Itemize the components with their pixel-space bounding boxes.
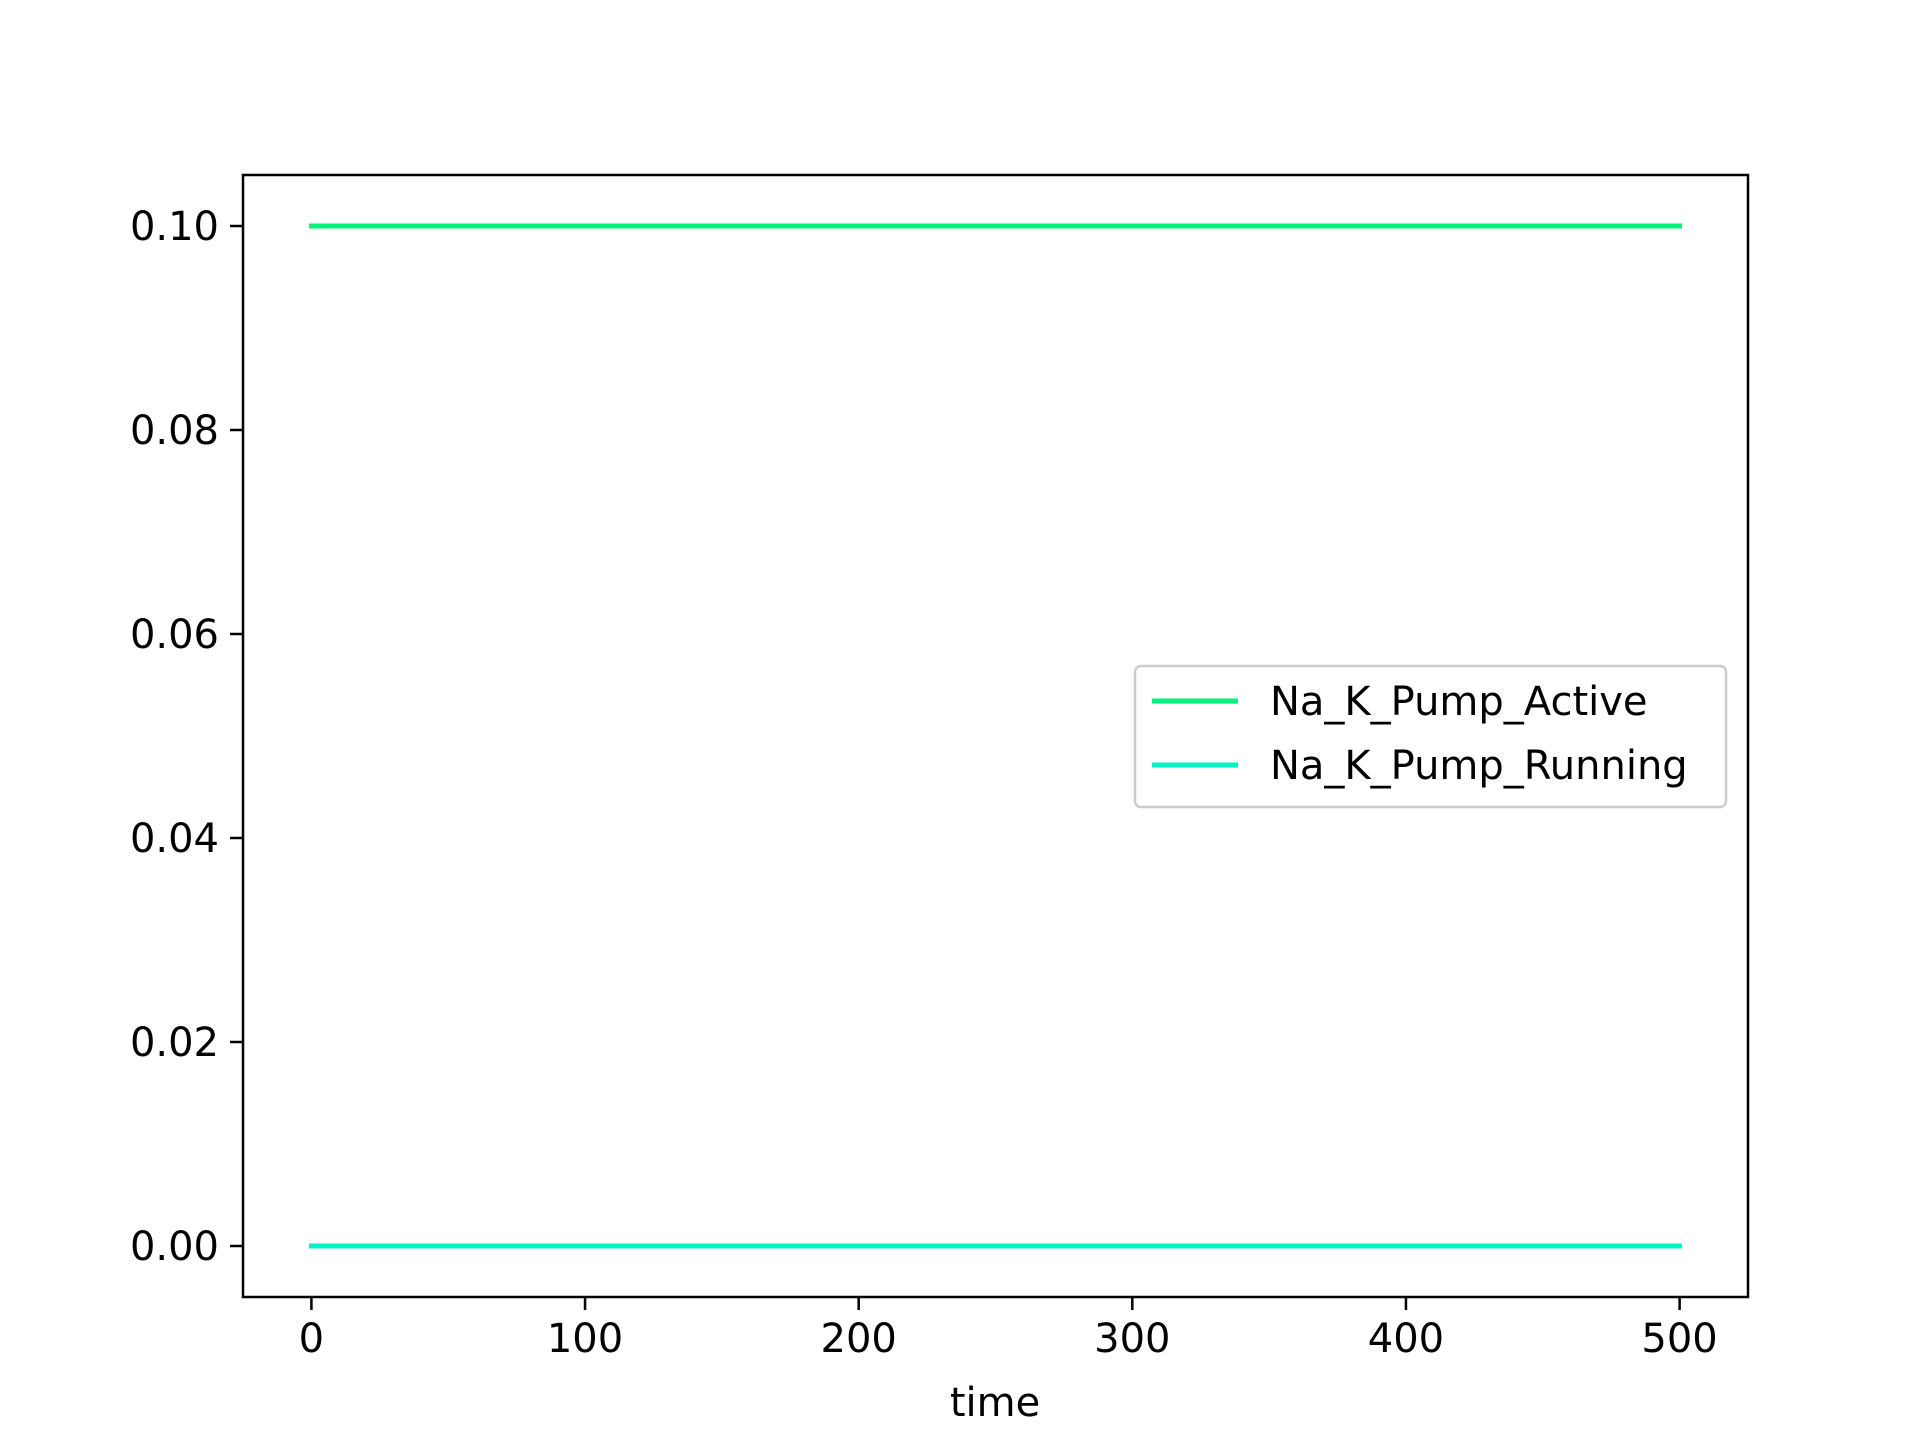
y-tick-label: 0.02 [130, 1020, 219, 1066]
y-tick-label: 0.00 [130, 1224, 219, 1270]
y-tick-label: 0.10 [130, 204, 219, 250]
plot-area-frame [241, 173, 1750, 1299]
x-axis: 0 100 200 300 400 500 [299, 1297, 1718, 1362]
legend-label-1: Na_K_Pump_Active [1270, 679, 1648, 725]
x-tick-label: 400 [1368, 1316, 1444, 1362]
legend: Na_K_Pump_Active Na_K_Pump_Running [1133, 664, 1728, 809]
legend-label-2: Na_K_Pump_Running [1270, 743, 1688, 789]
y-axis: 0.00 0.02 0.04 0.06 0.08 0.10 [130, 204, 243, 1270]
x-tick-label: 300 [1094, 1316, 1170, 1362]
x-tick-label: 500 [1641, 1316, 1717, 1362]
x-tick-label: 0 [299, 1316, 324, 1362]
series-layer [308, 223, 1683, 1249]
x-tick-label: 200 [821, 1316, 897, 1362]
y-tick-label: 0.08 [130, 408, 219, 454]
x-tick-label: 100 [547, 1316, 623, 1362]
legend-box [1133, 664, 1728, 809]
x-axis-label: time [950, 1380, 1040, 1426]
y-tick-label: 0.06 [130, 612, 219, 658]
y-tick-label: 0.04 [130, 816, 219, 862]
